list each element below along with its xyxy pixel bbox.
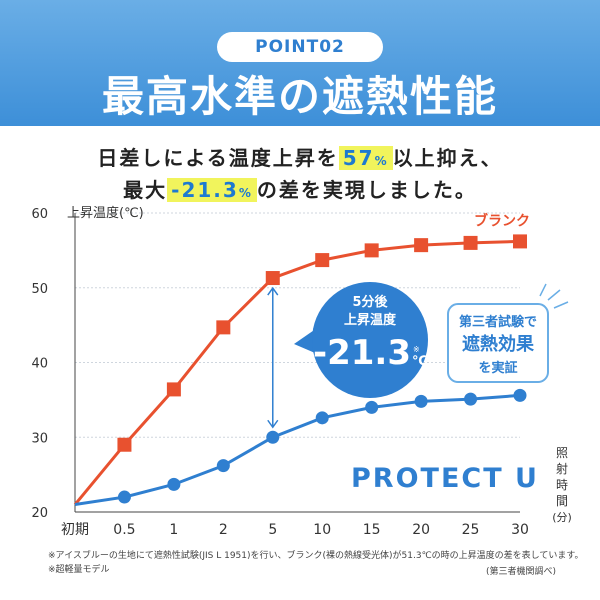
lead-line-2: 最大 -21.3% の差を実現しました。 [0,174,600,203]
highlight-value: 57% [338,146,393,170]
max-diff-unit: % [238,186,253,200]
x-tick-label: 15 [363,522,381,538]
data-point-product [315,411,329,425]
series-line-product [74,393,521,507]
x-tick-label: 20 [412,522,430,538]
badge-line-1: 第三者試験で [459,314,537,330]
data-point-product [167,477,181,491]
highlight-value: -21.3% [167,178,257,202]
data-point-blank [265,271,280,286]
data-point-blank [216,320,231,335]
badge-sparkle [553,301,569,309]
callout-unit: ℃ [412,354,428,369]
data-point-blank [414,238,429,253]
y-tick-label: 40 [31,357,48,372]
badge-sparkle [539,283,547,297]
lead-line-1: 日差しによる温度上昇を 57% 以上抑え、 [0,142,600,171]
y-tick-label: 60 [31,207,48,222]
data-point-product [365,400,379,414]
callout-line-2: 上昇温度 [344,312,397,328]
callout-value: -21.3 [313,333,411,373]
data-point-product [513,388,527,402]
callout-bubble [312,282,428,398]
point-badge: POINT02 [217,32,383,62]
data-point-product [414,394,428,408]
y-axis-title: 上昇温度(℃) [67,205,144,221]
reduction-unit: % [374,154,389,168]
reduction-value: 57 [342,146,375,170]
badge-sparkle [547,289,561,301]
difference-arrow-head-bottom [267,419,279,429]
x-tick-label: 25 [462,522,480,538]
verification-badge [447,303,549,383]
y-tick-label: 30 [31,431,48,446]
header-banner [0,0,600,126]
data-point-product [216,459,230,473]
data-point-blank [117,437,132,452]
max-diff-value: -21.3 [171,178,239,202]
data-point-blank [364,243,379,258]
lead-text: 日差しによる温度上昇を [97,146,339,170]
x-axis-title-char: 間 [556,494,568,508]
x-tick-label: 2 [219,522,228,538]
x-axis-title-char: 射 [556,461,568,476]
y-tick-label: 20 [31,506,48,521]
x-tick-label: 1 [169,522,178,538]
badge-line-2: 遮熱効果 [462,333,535,355]
y-tick-label: 50 [31,282,48,297]
footnote-2: ※超軽量モデル [48,565,110,575]
brand-logo: PROTECT U [351,463,539,494]
x-axis-title-char: 照 [556,446,568,460]
data-point-product [464,392,478,406]
x-tick-label: 10 [313,522,331,538]
series-label-blank: ブランク [474,212,530,229]
data-point-blank [315,253,330,268]
data-point-product [266,430,280,444]
badge-line-3: を実証 [478,360,517,376]
lead-text: 以上抑え、 [392,146,503,170]
lead-text: の差を実現しました。 [256,178,477,202]
callout-mark: ※ [413,345,420,354]
data-point-product [117,490,131,504]
x-tick-label: 初期 [61,521,89,538]
footnote-source: (第三者機関調べ) [486,567,557,577]
series-line-blank [73,239,521,506]
callout-line-1: 5分後 [352,294,388,310]
page-title: 最高水準の遮熱性能 [101,72,498,121]
data-point-blank [513,234,527,249]
data-point-blank [166,382,181,397]
x-tick-label: 30 [511,522,529,538]
lead-text: 最大 [123,178,168,202]
footnote-1: ※アイスブルーの生地にて遮熱性試験(JIS L 1951)を行い、ブランク(裸の… [48,551,584,561]
x-tick-label: 5 [268,522,277,538]
x-axis-unit: (分) [552,511,572,524]
x-tick-label: 0.5 [113,522,135,538]
x-axis-title-char: 時 [556,478,568,492]
difference-arrow-head-top [267,286,279,296]
data-point-blank [463,235,478,250]
